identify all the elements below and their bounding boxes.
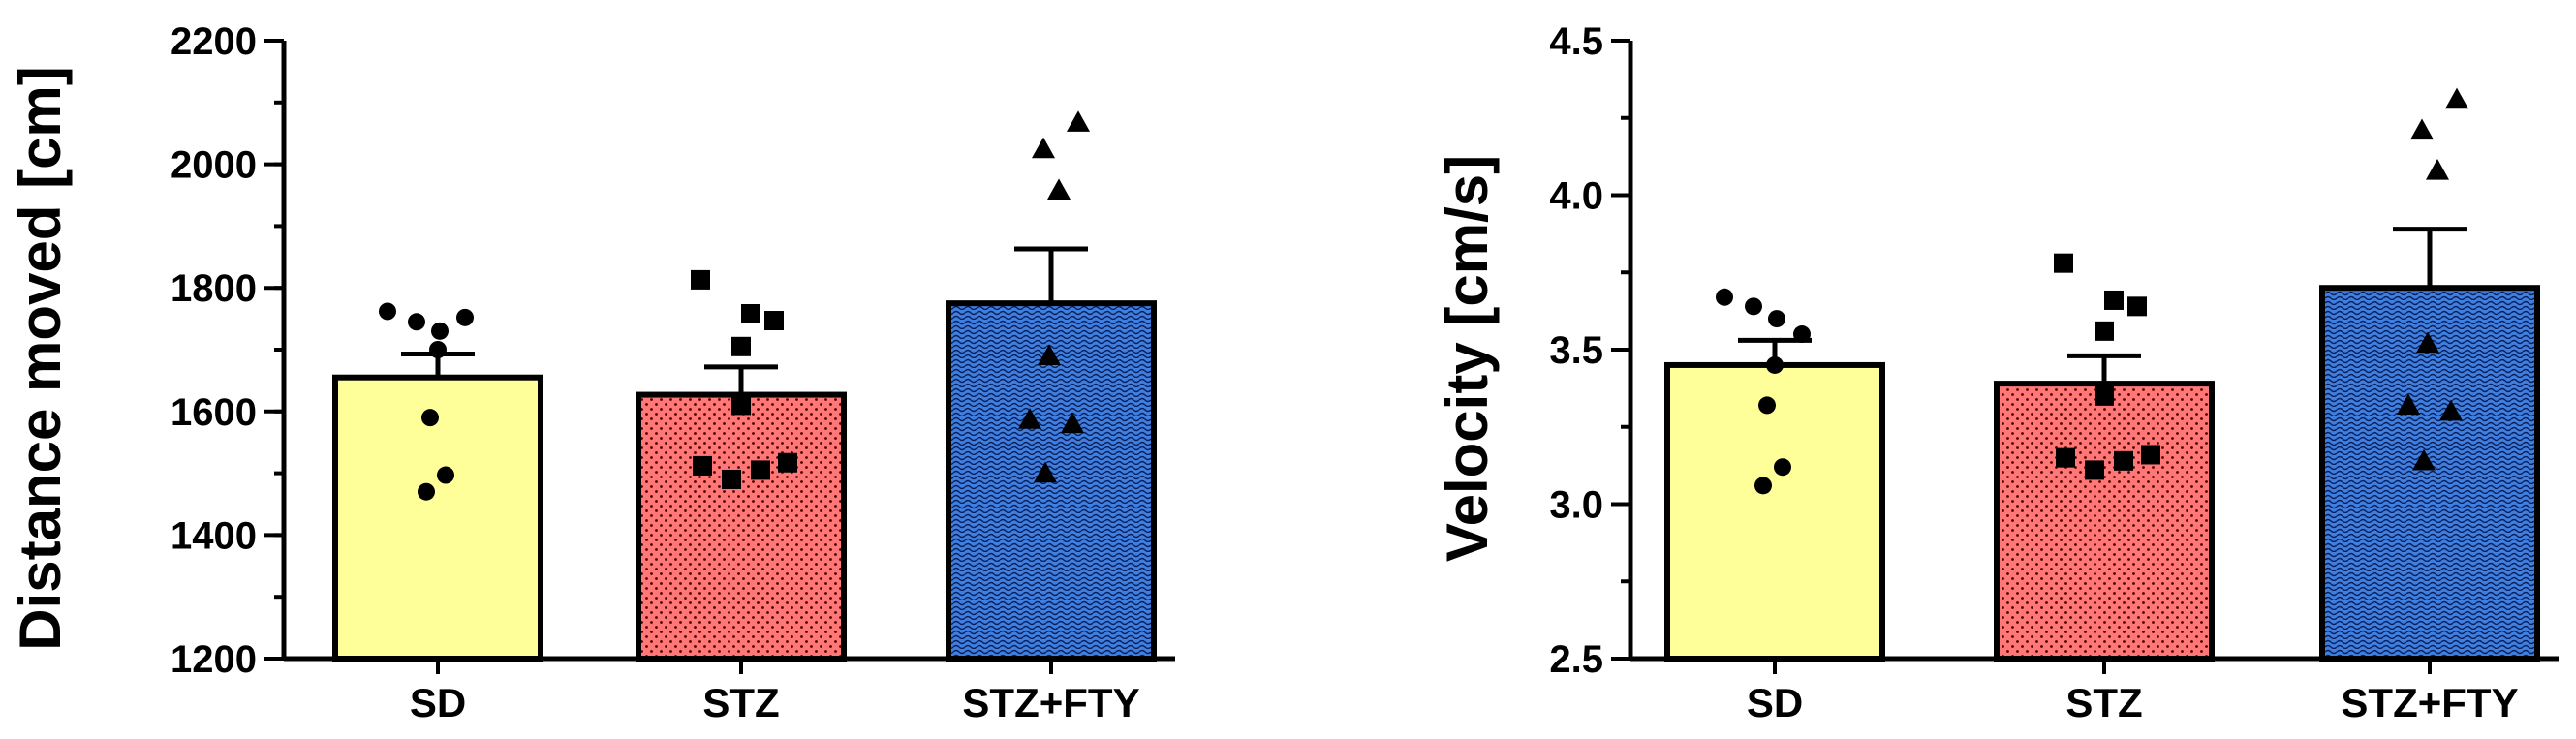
velocity-y-tick-label: 3.5 <box>1549 329 1603 372</box>
velocity-point-stz-fty <box>2439 399 2463 421</box>
distance-y-tick-label: 1200 <box>171 638 257 681</box>
velocity-point-stz <box>2104 290 2124 310</box>
velocity-point-sd <box>1716 288 1733 306</box>
distance-y-tick-label: 1800 <box>171 267 257 310</box>
distance-point-sd <box>421 409 439 427</box>
velocity-y-tick-label: 3.0 <box>1549 484 1603 527</box>
velocity-point-stz <box>2095 385 2114 406</box>
velocity-point-stz <box>2141 445 2160 465</box>
distance-point-stz-fty <box>1018 408 1041 429</box>
velocity-panel: Velocity [cm/s] 2.5 3.0 3.5 4.0 4.5 SD STZ STZ+… <box>1435 20 2559 725</box>
distance-y-tick-label: 2200 <box>171 20 257 63</box>
distance-point-sd <box>408 313 425 331</box>
velocity-point-sd <box>1745 297 1762 316</box>
distance-bar-stz <box>636 391 847 662</box>
distance-point-sd <box>418 482 435 501</box>
distance-x-label-stz-fty: STZ+FTY <box>962 680 1139 725</box>
distance-x-label-stz: STZ <box>702 680 779 725</box>
distance-point-stz-fty <box>1032 137 1055 159</box>
distance-point-stz-fty <box>1034 461 1057 483</box>
distance-point-stz <box>731 395 751 416</box>
distance-point-sd <box>379 302 396 321</box>
distance-point-sd <box>437 466 454 484</box>
velocity-y-tick-label: 4.0 <box>1549 175 1603 218</box>
distance-point-stz-fty <box>1047 178 1071 200</box>
velocity-y-tick-label: 4.5 <box>1549 20 1603 63</box>
velocity-point-stz-fty <box>2397 393 2420 416</box>
velocity-point-sd <box>1793 325 1811 344</box>
distance-plot-area: 1200 1400 1600 1800 2000 2200 SD STZ STZ+FTY <box>171 20 1175 725</box>
distance-point-stz-fty <box>1067 110 1090 132</box>
distance-point-stz <box>691 269 710 290</box>
distance-y-tick-label: 2000 <box>171 144 257 187</box>
distance-point-stz <box>693 455 712 476</box>
velocity-point-stz <box>2127 296 2147 317</box>
distance-x-label-sd: SD <box>410 680 466 725</box>
velocity-point-stz <box>2095 321 2114 341</box>
distance-y-tick-label: 1600 <box>171 391 257 434</box>
velocity-point-stz <box>2054 253 2073 273</box>
distance-point-sd <box>456 308 474 326</box>
velocity-y-axis-label: Velocity [cm/s] <box>1435 155 1500 562</box>
velocity-point-stz-fty <box>2410 118 2434 140</box>
distance-point-stz-fty <box>1038 344 1061 365</box>
distance-point-stz <box>731 336 751 356</box>
velocity-x-label-stz: STZ <box>2065 680 2142 725</box>
velocity-point-stz <box>2114 450 2133 471</box>
distance-y-axis-label: Distance moved [cm] <box>8 66 73 651</box>
distance-point-stz <box>741 303 760 323</box>
velocity-point-sd <box>1774 458 1791 477</box>
velocity-y-tick-label: 2.5 <box>1549 638 1603 681</box>
distance-point-stz <box>751 460 770 480</box>
velocity-x-label-sd: SD <box>1747 680 1803 725</box>
velocity-point-sd <box>1768 310 1785 328</box>
velocity-point-stz-fty <box>2426 158 2449 180</box>
distance-point-sd <box>429 341 447 358</box>
velocity-bar-stz <box>1994 381 2215 662</box>
distance-moved-panel: Distance moved [cm] 1200 1400 1600 1800 2000… <box>8 20 1175 725</box>
velocity-plot-area: 2.5 3.0 3.5 4.0 4.5 SD STZ STZ+FTY <box>1549 20 2559 725</box>
distance-point-stz <box>722 469 741 489</box>
distance-point-sd <box>431 322 449 340</box>
velocity-point-stz <box>2056 447 2075 468</box>
velocity-point-stz-fty <box>2445 87 2468 109</box>
velocity-point-sd <box>1766 355 1784 374</box>
distance-point-stz-fty <box>1061 412 1084 434</box>
distance-y-tick-label: 1400 <box>171 514 257 557</box>
velocity-point-sd <box>1754 477 1772 495</box>
distance-point-stz <box>778 452 797 473</box>
velocity-bar-sd <box>1664 361 1885 662</box>
velocity-x-label-stz-fty: STZ+FTY <box>2341 680 2518 725</box>
distance-point-stz <box>764 311 784 331</box>
velocity-point-stz-fty <box>2416 331 2439 354</box>
velocity-point-sd <box>1758 396 1776 415</box>
velocity-point-stz-fty <box>2412 448 2436 471</box>
velocity-point-stz <box>2085 460 2104 480</box>
